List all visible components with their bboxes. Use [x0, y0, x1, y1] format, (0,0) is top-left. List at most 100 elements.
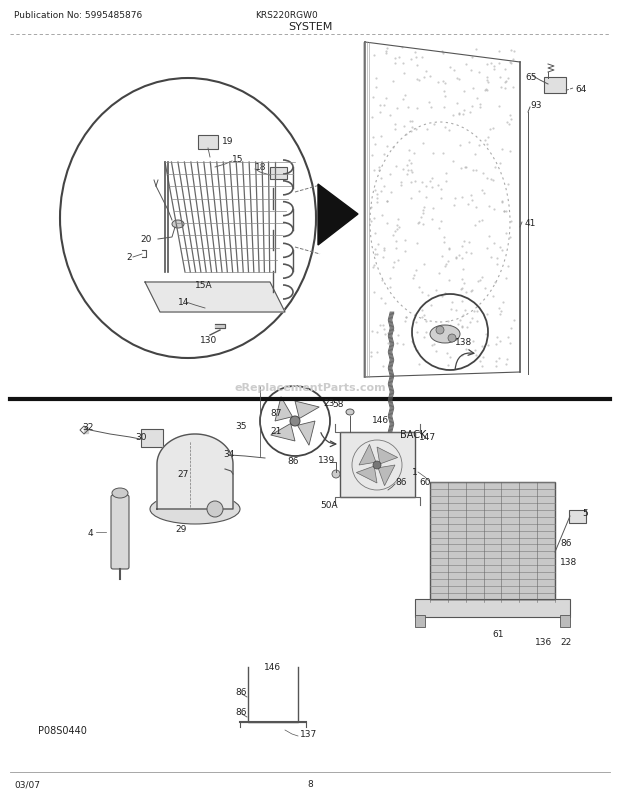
- Point: [494, 100, 504, 113]
- Point: [377, 274, 387, 287]
- FancyBboxPatch shape: [141, 429, 163, 448]
- Polygon shape: [157, 435, 233, 509]
- Point: [500, 83, 510, 95]
- Text: 19: 19: [222, 136, 234, 145]
- Point: [506, 215, 516, 228]
- Point: [378, 251, 388, 264]
- Point: [400, 89, 410, 102]
- Text: 15: 15: [232, 156, 244, 164]
- Point: [439, 102, 449, 115]
- Point: [412, 344, 422, 357]
- Point: [392, 103, 402, 115]
- Point: [443, 359, 453, 372]
- Text: 27: 27: [177, 470, 188, 479]
- Point: [393, 330, 403, 342]
- Point: [468, 83, 478, 95]
- Point: [445, 243, 454, 256]
- Point: [495, 71, 505, 84]
- Point: [477, 340, 487, 353]
- Text: 130: 130: [200, 336, 217, 345]
- Polygon shape: [84, 427, 88, 433]
- FancyBboxPatch shape: [544, 78, 566, 94]
- Point: [495, 309, 505, 322]
- Point: [492, 258, 502, 271]
- Point: [379, 242, 389, 255]
- Point: [378, 209, 388, 221]
- Point: [406, 157, 416, 170]
- Point: [456, 163, 466, 176]
- Point: [399, 67, 409, 80]
- Text: Publication No: 5995485876: Publication No: 5995485876: [14, 11, 142, 21]
- Point: [427, 339, 437, 352]
- Point: [459, 236, 469, 249]
- Point: [394, 51, 404, 64]
- Point: [421, 180, 431, 193]
- Text: 87: 87: [270, 409, 281, 418]
- Point: [381, 46, 391, 59]
- Point: [368, 131, 378, 144]
- Bar: [340, 432, 415, 497]
- Point: [452, 98, 462, 111]
- Point: [471, 148, 480, 161]
- Point: [495, 241, 505, 254]
- Point: [427, 182, 437, 195]
- Point: [502, 354, 512, 367]
- Bar: [560, 615, 570, 627]
- Point: [376, 185, 386, 198]
- Point: [428, 119, 438, 132]
- Point: [444, 124, 454, 137]
- Polygon shape: [359, 445, 376, 465]
- Point: [508, 54, 518, 67]
- Point: [388, 141, 398, 154]
- Point: [419, 201, 429, 214]
- Polygon shape: [377, 448, 397, 464]
- Point: [366, 202, 376, 215]
- Point: [466, 247, 476, 260]
- Point: [466, 189, 476, 202]
- Point: [415, 216, 425, 229]
- Point: [418, 219, 428, 232]
- Point: [474, 215, 484, 228]
- Point: [489, 237, 499, 250]
- Point: [467, 194, 477, 207]
- Point: [452, 328, 462, 341]
- Point: [448, 297, 458, 310]
- Circle shape: [436, 326, 444, 334]
- Point: [398, 94, 408, 107]
- Text: 5: 5: [582, 508, 588, 516]
- Point: [495, 306, 505, 318]
- Point: [480, 85, 490, 98]
- Point: [467, 51, 477, 64]
- Point: [391, 235, 401, 248]
- Point: [367, 149, 377, 162]
- Point: [419, 71, 429, 84]
- Circle shape: [332, 471, 340, 479]
- Point: [402, 168, 412, 181]
- Point: [417, 176, 427, 188]
- Point: [482, 138, 492, 151]
- Point: [456, 283, 466, 296]
- Point: [383, 327, 393, 340]
- Bar: [430, 482, 555, 602]
- Point: [389, 225, 399, 237]
- Point: [366, 216, 376, 229]
- Point: [500, 77, 510, 90]
- Ellipse shape: [112, 488, 128, 498]
- Point: [467, 101, 477, 114]
- Point: [392, 337, 402, 350]
- Text: 50A: 50A: [320, 501, 338, 510]
- Point: [482, 59, 492, 71]
- Text: BACK: BACK: [400, 429, 427, 439]
- Point: [459, 104, 469, 117]
- Point: [401, 128, 411, 141]
- Point: [400, 315, 410, 328]
- Point: [437, 290, 447, 303]
- Point: [370, 139, 379, 152]
- Text: 86: 86: [287, 457, 298, 466]
- Text: P08S0440: P08S0440: [38, 725, 87, 735]
- Point: [454, 107, 464, 120]
- Point: [503, 260, 513, 273]
- Point: [418, 258, 428, 271]
- Point: [486, 174, 496, 187]
- Point: [374, 164, 384, 177]
